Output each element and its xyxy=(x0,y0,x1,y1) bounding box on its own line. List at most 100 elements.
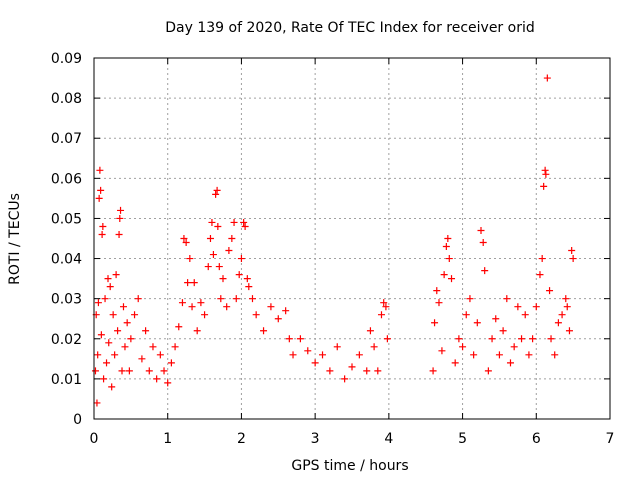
data-point xyxy=(477,226,485,234)
data-point xyxy=(355,351,363,359)
x-tick-labels: 0 1 2 3 4 5 6 7 xyxy=(90,431,615,447)
y-tick-label: 0.04 xyxy=(51,252,82,268)
data-point xyxy=(267,303,275,311)
y-tick-label: 0.05 xyxy=(51,211,82,227)
plot-frame xyxy=(93,57,611,420)
data-point xyxy=(109,311,117,319)
data-point xyxy=(98,230,106,238)
data-point xyxy=(554,319,562,327)
data-point xyxy=(153,375,161,383)
data-point xyxy=(214,222,222,230)
data-point xyxy=(274,315,282,323)
data-point xyxy=(97,186,105,194)
data-point xyxy=(488,335,496,343)
data-point xyxy=(470,351,478,359)
data-point xyxy=(459,343,467,351)
y-tick-label: 0.08 xyxy=(51,91,82,107)
data-point xyxy=(536,271,544,279)
data-point xyxy=(383,335,391,343)
data-point xyxy=(466,295,474,303)
data-point xyxy=(208,218,216,226)
data-point xyxy=(525,351,533,359)
data-point xyxy=(160,367,168,375)
x-tick-label: 5 xyxy=(458,431,467,447)
data-point xyxy=(435,299,443,307)
data-point xyxy=(100,375,108,383)
data-point xyxy=(223,303,231,311)
data-point xyxy=(241,222,249,230)
data-point xyxy=(115,230,123,238)
data-point xyxy=(484,367,492,375)
data-point xyxy=(209,251,217,259)
x-tick-label: 1 xyxy=(163,431,172,447)
data-point xyxy=(521,311,529,319)
data-point xyxy=(228,235,236,242)
data-point xyxy=(156,351,164,359)
data-point xyxy=(103,359,111,367)
data-point xyxy=(219,275,227,283)
data-point xyxy=(558,311,566,319)
data-point xyxy=(182,239,190,247)
data-point xyxy=(311,359,319,367)
data-point xyxy=(245,283,253,291)
data-point xyxy=(184,279,192,287)
data-point xyxy=(565,327,573,335)
data-point xyxy=(206,235,214,242)
data-point xyxy=(230,218,238,226)
data-point xyxy=(171,343,179,351)
data-point xyxy=(131,311,139,319)
data-point xyxy=(204,263,212,271)
data-point xyxy=(433,287,441,295)
data-point xyxy=(518,335,526,343)
data-point xyxy=(551,351,559,359)
data-point xyxy=(282,307,290,315)
data-point xyxy=(538,255,546,263)
x-tick-label: 6 xyxy=(532,431,541,447)
data-point xyxy=(116,214,124,222)
data-point xyxy=(326,367,334,375)
data-point xyxy=(149,343,157,351)
data-point xyxy=(93,399,101,407)
y-tick-label: 0.01 xyxy=(51,372,82,388)
data-point xyxy=(451,359,459,367)
data-point xyxy=(197,299,205,307)
data-point xyxy=(374,367,382,375)
data-point xyxy=(431,319,439,327)
data-point xyxy=(167,359,175,367)
x-tick-label: 4 xyxy=(384,431,393,447)
data-point xyxy=(348,363,356,371)
data-point xyxy=(563,303,571,311)
data-point xyxy=(232,295,240,303)
y-tick-label: 0.02 xyxy=(51,332,82,348)
data-point xyxy=(235,271,243,279)
data-point xyxy=(127,335,135,343)
data-point xyxy=(473,319,481,327)
data-point xyxy=(503,295,511,303)
data-point xyxy=(104,275,112,283)
data-point xyxy=(105,339,113,347)
data-point xyxy=(380,299,388,307)
data-point xyxy=(190,279,198,287)
data-point xyxy=(304,347,312,355)
data-point xyxy=(366,327,374,335)
data-point xyxy=(97,331,105,339)
grid-lines xyxy=(94,58,610,419)
data-point xyxy=(333,343,341,351)
x-axis-label: GPS time / hours xyxy=(291,458,408,474)
data-point xyxy=(440,271,448,279)
data-point xyxy=(118,367,126,375)
data-point xyxy=(96,166,104,174)
data-point xyxy=(178,299,186,307)
data-point xyxy=(562,295,570,303)
data-point xyxy=(319,351,327,359)
y-tick-label: 0 xyxy=(73,412,82,428)
data-point xyxy=(201,311,209,319)
data-point xyxy=(225,247,233,255)
data-point xyxy=(99,222,107,230)
x-tick-label: 3 xyxy=(311,431,320,447)
data-point xyxy=(138,355,146,363)
data-point xyxy=(495,351,503,359)
data-point xyxy=(510,343,518,351)
data-point xyxy=(568,247,576,255)
